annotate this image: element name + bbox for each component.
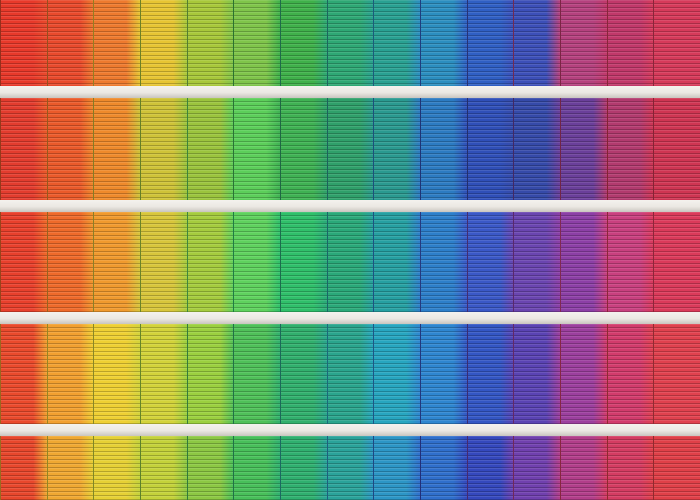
color-panel [233,98,282,200]
color-panel [140,98,188,200]
color-panel [560,98,608,200]
color-panel [280,436,328,500]
color-panel [560,436,608,500]
color-panel [653,324,700,424]
color-panel [420,436,468,500]
color-panel [373,436,422,500]
color-panel [46,0,95,86]
color-panel [280,0,328,86]
color-panel [0,324,48,424]
panel-row-1 [0,0,700,86]
color-panel [653,0,700,86]
color-panel [653,98,700,200]
floor-slab-4 [0,424,700,436]
color-panel [326,0,375,86]
color-panel [606,324,655,424]
color-panel [0,98,48,200]
color-panel [46,436,95,500]
floor-slab-2 [0,200,700,212]
color-panel [606,436,655,500]
color-panel [466,436,515,500]
color-panel [420,324,468,424]
color-panel [233,324,282,424]
color-panel [420,212,468,312]
color-panel [186,324,235,424]
color-panel [280,212,328,312]
color-panel [46,212,95,312]
color-panel [560,324,608,424]
color-panel [466,98,515,200]
color-panel [326,324,375,424]
color-panel [513,436,562,500]
color-panel [373,0,422,86]
color-panel [326,98,375,200]
color-panel [46,324,95,424]
color-panel [186,212,235,312]
panel-row-4 [0,324,700,424]
color-panel [373,324,422,424]
color-panel [373,212,422,312]
color-panel [233,436,282,500]
panel-row-3 [0,212,700,312]
color-panel [186,436,235,500]
color-panel [326,436,375,500]
color-panel [606,98,655,200]
color-panel [466,0,515,86]
color-panel [0,212,48,312]
color-panel [420,98,468,200]
color-panel [93,212,142,312]
color-panel [280,324,328,424]
color-panel [280,98,328,200]
color-panel [233,0,282,86]
color-panel [373,98,422,200]
color-panel [0,436,48,500]
color-panel [93,98,142,200]
panel-row-5 [0,436,700,500]
color-panel [466,212,515,312]
floor-slab-1 [0,86,700,98]
color-panel [560,0,608,86]
color-panel [93,0,142,86]
color-panel [140,0,188,86]
color-panel [513,0,562,86]
color-panel [653,436,700,500]
color-panel [606,0,655,86]
color-panel [606,212,655,312]
color-panel [186,0,235,86]
color-panel [420,0,468,86]
color-panel [93,324,142,424]
color-panel [513,98,562,200]
floor-slab-3 [0,312,700,324]
color-panel [326,212,375,312]
color-panel [653,212,700,312]
color-panel [140,436,188,500]
panel-row-2 [0,98,700,200]
color-panel [186,98,235,200]
color-panel [513,212,562,312]
color-panel [513,324,562,424]
color-panel [560,212,608,312]
color-panel [93,436,142,500]
color-panel [233,212,282,312]
color-panel [140,324,188,424]
color-panel [46,98,95,200]
color-panel [466,324,515,424]
color-panel [140,212,188,312]
color-panel [0,0,48,86]
